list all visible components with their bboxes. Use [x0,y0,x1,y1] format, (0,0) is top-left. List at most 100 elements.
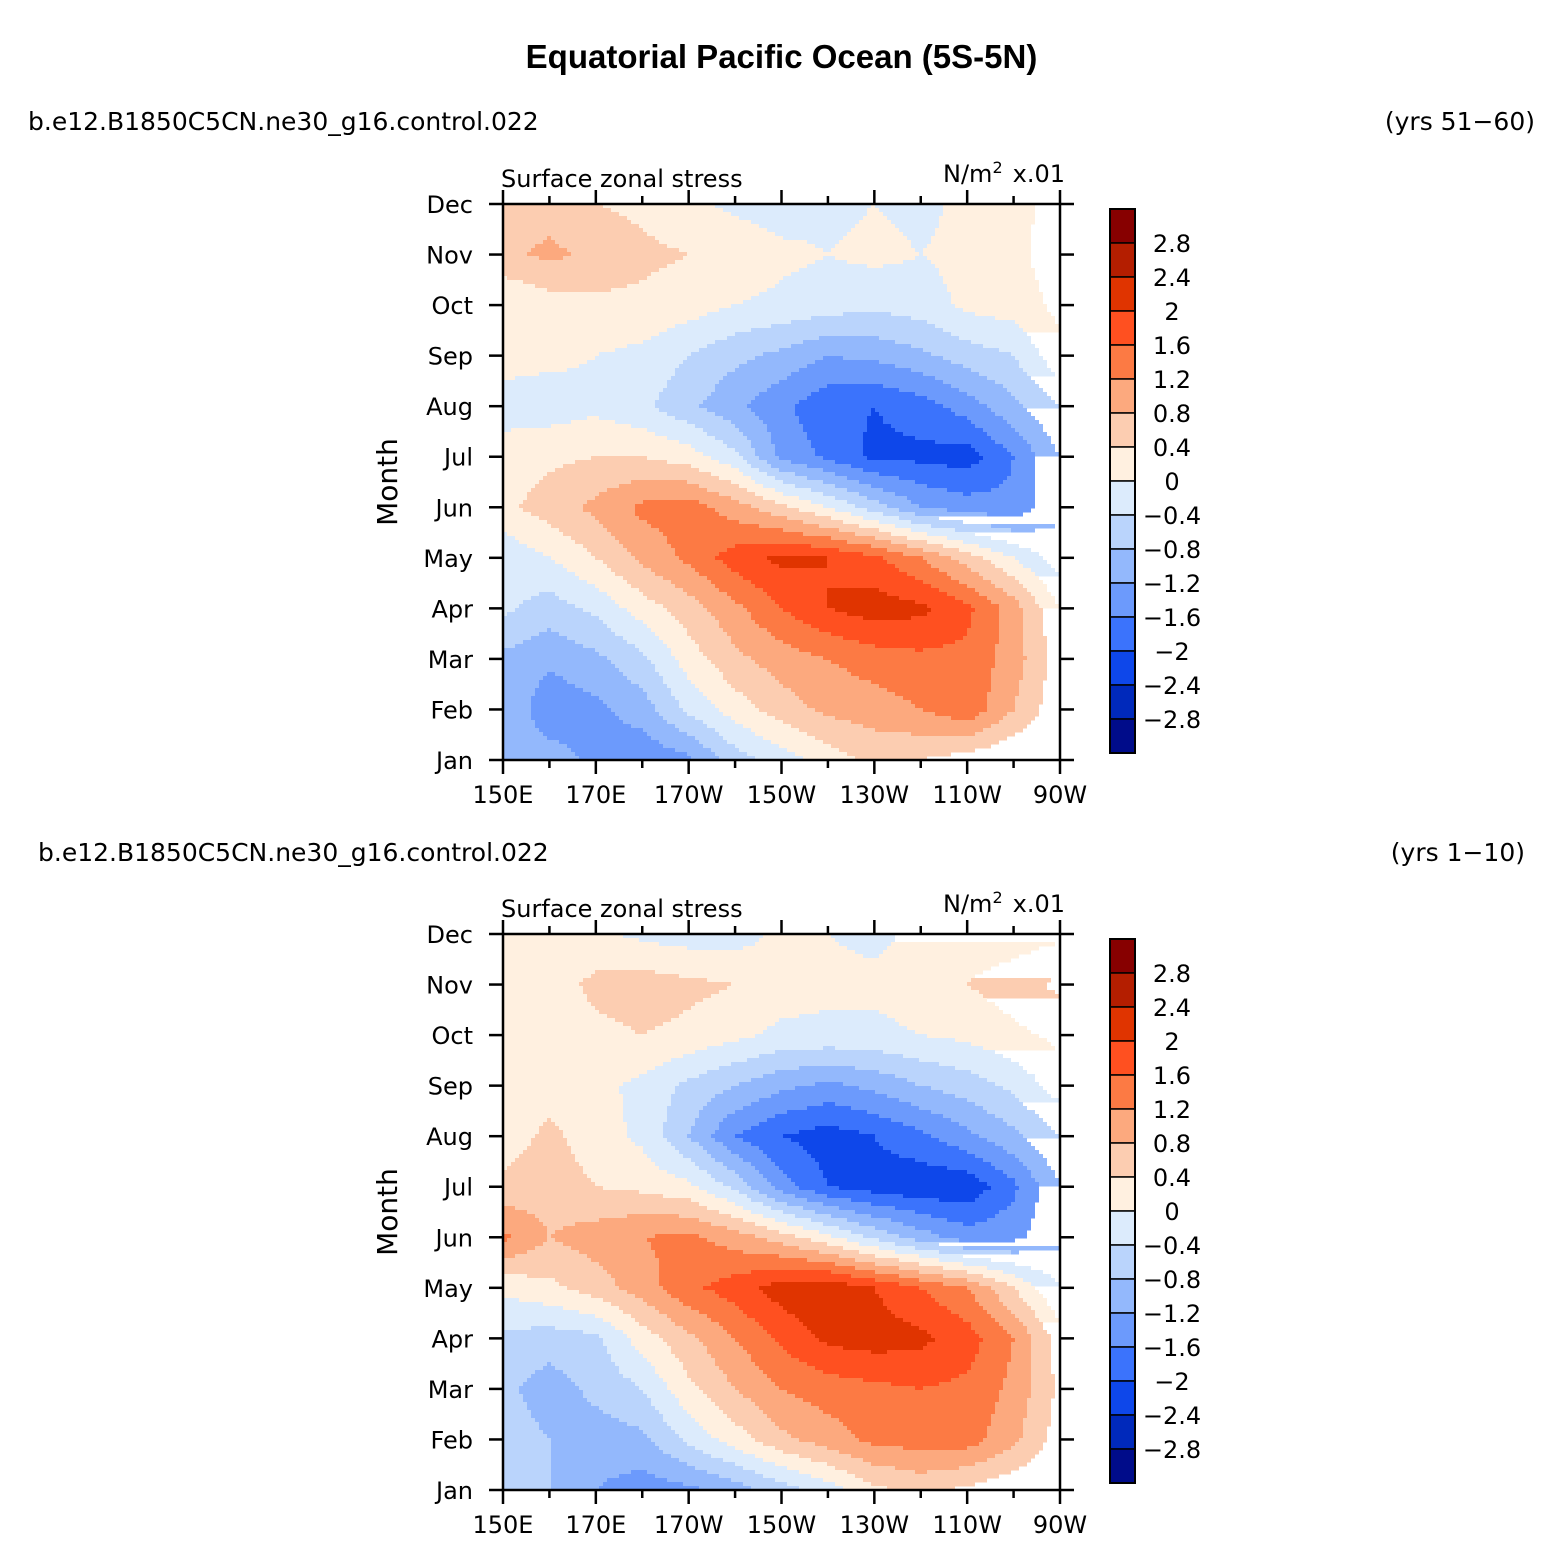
y-tick-label: Sep [428,343,473,371]
colorbar-swatch [1109,1346,1136,1382]
colorbar-swatch [1109,938,1136,974]
colorbar-label: 0.8 [1153,400,1191,428]
colorbar-swatch [1109,1142,1136,1178]
y-tick-label: May [423,1275,473,1303]
variable-label: Surface zonal stress [501,895,743,923]
x-tick-label: 170W [654,1511,724,1539]
colorbar-swatch [1109,1006,1136,1042]
colorbar-swatch [1109,412,1136,448]
y-tick-label: Jul [442,1174,473,1202]
colorbar-label: −2 [1154,1368,1189,1396]
y-tick-label: Jun [434,494,474,522]
colorbar: 2.8 2.4 2 1.6 1.2 0.8 0.4 0 −0.4 −0.8 −1.2 −1.6 −2 −2… [1109,208,1201,754]
x-tick-label: 170E [565,781,626,809]
y-tick-label: Apr [431,595,473,623]
x-tick-label: 130W [840,1511,910,1539]
colorbar-label: 1.6 [1153,1062,1191,1090]
y-tick-label: Apr [431,1325,473,1353]
y-tick-label: Jan [434,1477,473,1505]
variable-label: Surface zonal stress [501,165,743,193]
colorbar-label: 2 [1164,1028,1179,1056]
colorbar-label: −0.4 [1143,502,1201,530]
colorbar-label: −1.2 [1143,570,1201,598]
colorbar-label: 2.8 [1153,960,1191,988]
x-tick-label: 150W [747,781,817,809]
y-tick-label: Sep [428,1073,473,1101]
units-label: N/m2 x.01 [943,888,1065,918]
colorbar-swatch [1109,718,1136,754]
colorbar-swatch [1109,1278,1136,1314]
x-tick-label: 150E [473,781,534,809]
colorbar-label: −0.8 [1143,1266,1201,1294]
x-tick-label: 150W [747,1511,817,1539]
years-label-top: (yrs 51−60) [1384,107,1535,136]
colorbar-label: 0.4 [1153,1164,1191,1192]
colorbar-swatch [1109,1074,1136,1110]
y-tick-label: Jun [434,1224,474,1252]
colorbar-swatch [1109,650,1136,686]
y-tick-label: Dec [427,191,473,219]
y-tick-label: Nov [426,972,473,1000]
colorbar-label: 2.4 [1153,994,1191,1022]
colorbar-swatch [1109,480,1136,516]
x-tick-label: 170W [654,781,724,809]
colorbar-swatch [1109,582,1136,618]
x-tick-label: 110W [932,1511,1002,1539]
colorbar-swatch [1109,616,1136,652]
y-tick-label: Aug [426,393,473,421]
colorbar-label: 1.2 [1153,1096,1191,1124]
colorbar-swatch [1109,1176,1136,1212]
colorbar-label: −1.6 [1143,1334,1201,1362]
colorbar-label: 2 [1164,298,1179,326]
y-tick-label: Mar [428,1376,473,1404]
colorbar-swatch [1109,1414,1136,1450]
units-label: N/m2 x.01 [943,158,1065,188]
colorbar-label: 1.2 [1153,366,1191,394]
colorbar-swatch [1109,344,1136,380]
colorbar-swatch [1109,1380,1136,1416]
colorbar-label: −2 [1154,638,1189,666]
colorbar-label: −2.4 [1143,672,1201,700]
colorbar-label: 0 [1164,1198,1179,1226]
colorbar-label: 2.4 [1153,264,1191,292]
colorbar-swatch [1109,684,1136,720]
colorbar-swatch [1109,242,1136,278]
stress-field [503,204,1059,761]
x-tick-label: 130W [840,781,910,809]
colorbar-swatch [1109,276,1136,312]
x-tick-label: 150E [473,1511,534,1539]
y-tick-label: Oct [432,292,474,320]
colorbar-label: 0 [1164,468,1179,496]
years-label-bottom: (yrs 1−10) [1390,838,1525,867]
y-tick-label: Feb [431,696,474,724]
colorbar-label: −2.8 [1143,706,1201,734]
colorbar-swatch [1109,1244,1136,1280]
colorbar-label: 0.4 [1153,434,1191,462]
colorbar-label: −2.8 [1143,1436,1201,1464]
y-tick-label: Jul [442,444,473,472]
colorbar-label: 1.6 [1153,332,1191,360]
x-tick-label: 170E [565,1511,626,1539]
y-tick-label: Nov [426,242,473,270]
colorbar-swatch [1109,310,1136,346]
y-tick-label: May [423,545,473,573]
colorbar: 2.8 2.4 2 1.6 1.2 0.8 0.4 0 −0.4 −0.8 −1.2 −1.6 −2 −2… [1109,938,1201,1484]
colorbar-label: 0.8 [1153,1130,1191,1158]
y-tick-label: Oct [432,1022,474,1050]
colorbar-swatch [1109,446,1136,482]
colorbar-label: −1.2 [1143,1300,1201,1328]
y-axis-label: Month [371,438,404,526]
colorbar-label: 2.8 [1153,230,1191,258]
contour-panel-top: Jan Feb Mar Apr May Jun Jul Aug Sep Oct Nov Dec 150E… [371,158,1201,809]
y-tick-label: Aug [426,1123,473,1151]
y-tick-label: Feb [431,1426,474,1454]
colorbar-swatch [1109,1108,1136,1144]
run-label-top: b.e12.B1850C5CN.ne30_g16.control.022 [28,107,539,136]
x-tick-label: 90W [1033,1511,1087,1539]
colorbar-swatch [1109,548,1136,584]
run-label-bottom: b.e12.B1850C5CN.ne30_g16.control.022 [38,838,549,867]
page-title: Equatorial Pacific Ocean (5S-5N) [525,38,1038,75]
colorbar-label: −0.8 [1143,536,1201,564]
colorbar-label: −1.6 [1143,604,1201,632]
x-tick-label: 110W [932,781,1002,809]
